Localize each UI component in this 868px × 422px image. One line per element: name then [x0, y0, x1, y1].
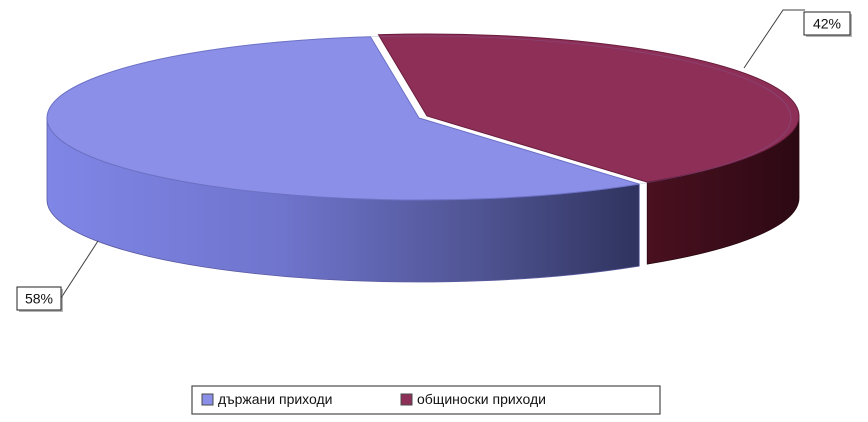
- data-label-municipal-revenue-box: [803, 11, 851, 36]
- legend-label-state-revenue: държани приходи: [218, 391, 333, 407]
- data-label-municipal-revenue-text: 42%: [813, 16, 841, 32]
- data-label-municipal-revenue: 42%: [803, 11, 852, 37]
- slice-municipal-revenue: [377, 33, 800, 183]
- chart-legend: държани приходи общиноски приходи: [191, 385, 661, 415]
- leader-line-municipal-revenue: [743, 9, 805, 69]
- data-label-state-revenue: 58%: [16, 286, 63, 312]
- data-label-state-revenue-box: [16, 286, 62, 311]
- legend-label-municipal-revenue: общиноски приходи: [417, 391, 546, 407]
- slice-state-revenue: [46, 36, 640, 201]
- chart-layer: 42% 58%: [16, 9, 852, 312]
- pie-top-outline: [46, 35, 792, 201]
- legend-swatch-state-revenue: [201, 393, 214, 406]
- legend-swatch-municipal-revenue: [400, 393, 413, 406]
- legend-frame: [191, 385, 661, 415]
- data-label-state-revenue-text: 58%: [25, 291, 53, 307]
